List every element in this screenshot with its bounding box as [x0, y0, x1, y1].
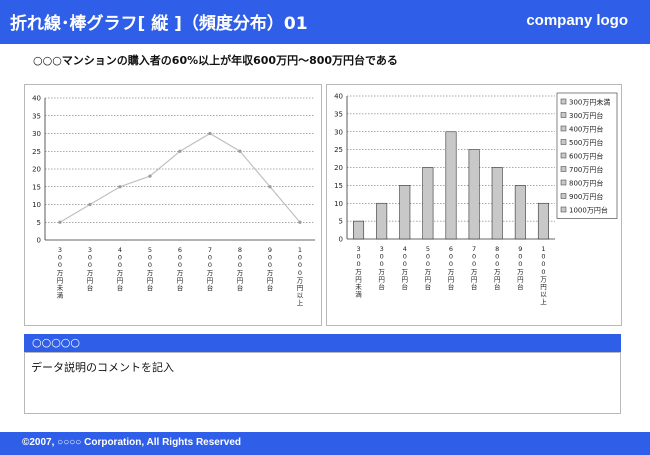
page-title: 折れ線･棒グラフ[ 縦 ]（頻度分布）01 [10, 14, 308, 34]
bar-legend-label: 700万円台 [569, 165, 603, 174]
line-x-tick-label: 9 0 0 万円台 [267, 246, 274, 292]
line-y-tick-label: 10 [32, 201, 41, 209]
line-point [148, 174, 152, 178]
line-y-tick-label: 5 [37, 219, 41, 227]
bar-x-tick-label: 1 0 0 0 万円以上 [540, 245, 547, 306]
bar-y-tick-label: 5 [339, 218, 343, 226]
bar-y-tick-label: 20 [334, 164, 343, 172]
bar [445, 131, 457, 240]
bar-x-tick-label: 6 0 0 万円台 [448, 245, 455, 291]
bar-legend-swatch [560, 98, 567, 105]
bar-legend-swatch [560, 166, 567, 172]
bar-legend-swatch [560, 125, 567, 132]
bar-y-tick-label: 25 [334, 146, 343, 154]
bar-legend-label: 800万円台 [569, 179, 603, 188]
bar-chart: 0 5 10 15 20 25 30 35 40 3 0 0 万円未満 3 0 0 万円台 4 0 0 万円台 5 0 0 万円… [334, 92, 618, 306]
bar-x-tick-label: 7 0 0 万円台 [471, 245, 478, 291]
bar-legend-label: 300万円台 [569, 111, 603, 120]
bar-y-tick-label: 10 [334, 200, 343, 208]
line-chart: 0 5 10 15 20 25 30 35 40 3 0 0 万円未満 3 0 0 万円台 4 0 0 万円台 5 0 0 万円… [32, 95, 315, 307]
chart-subtitle: ○○○マンションの購入者の60%以上が年収600万円～800万円台である [33, 54, 398, 67]
line-y-tick-label: 25 [32, 148, 41, 156]
line-x-tick-label: 1 0 0 0 万円以上 [297, 246, 304, 307]
footer-bar: ©2007, ○○○○ Corporation, All Rights Rese… [0, 432, 650, 455]
bar [514, 185, 526, 240]
header-bar: 折れ線･棒グラフ[ 縦 ]（頻度分布）01 company logo [0, 0, 650, 44]
line-y-tick-label: 20 [32, 166, 41, 174]
bar [399, 185, 411, 240]
bar-x-tick-label: 5 0 0 万円台 [425, 245, 432, 291]
line-y-tick-label: 35 [32, 112, 41, 120]
bar-y-tick-label: 40 [334, 93, 343, 101]
bar-legend-label: 1000万円台 [569, 206, 608, 215]
line-chart-panel: 0 5 10 15 20 25 30 35 40 3 0 0 万円未満 3 0 0 万円台 4 0 0 万円台 5 0 0 万円… [24, 84, 322, 326]
bar [376, 202, 388, 240]
bar-legend-label: 600万円台 [569, 152, 603, 161]
bar-x-tick-label: 3 0 0 万円未満 [355, 245, 362, 299]
bar-legend-label: 300万円未満 [569, 98, 610, 107]
line-y-tick-label: 15 [32, 183, 41, 191]
line-y-tick-label: 30 [32, 130, 41, 138]
bar-x-tick-label: 8 0 0 万円台 [494, 245, 501, 291]
bar [491, 167, 503, 240]
bar [468, 149, 480, 240]
bar [353, 220, 365, 240]
line-point [238, 149, 242, 153]
copyright-text: ©2007, ○○○○ Corporation, All Rights Rese… [22, 437, 241, 448]
note-heading: ○○○○○ [24, 334, 621, 352]
line-y-tick-label: 40 [32, 95, 41, 103]
bar-legend-label: 400万円台 [569, 125, 603, 134]
line-point [118, 185, 122, 189]
bar-chart-panel: 0 5 10 15 20 25 30 35 40 3 0 0 万円未満 3 0 0 万円台 4 0 0 万円台 5 0 0 万円… [326, 84, 622, 326]
line-x-tick-label: 8 0 0 万円台 [237, 246, 244, 292]
bar-legend-label: 900万円台 [569, 192, 603, 201]
line-point [298, 220, 302, 224]
line-x-tick-label: 6 0 0 万円台 [177, 246, 184, 292]
bar-y-tick-label: 35 [334, 110, 343, 118]
bar-x-tick-label: 9 0 0 万円台 [517, 245, 524, 291]
line-point [178, 149, 182, 153]
line-x-tick-label: 3 0 0 万円未満 [57, 246, 64, 300]
bar [537, 202, 549, 240]
bar-x-tick-label: 4 0 0 万円台 [402, 245, 409, 291]
bar-x-tick-label: 3 0 0 万円台 [378, 245, 385, 291]
line-point [208, 131, 212, 136]
bar-legend-swatch [560, 152, 567, 159]
line-x-tick-label: 4 0 0 万円台 [117, 246, 124, 292]
note-box[interactable]: データ説明のコメントを記入 [24, 352, 621, 414]
bar-legend-swatch [560, 179, 567, 186]
line-y-tick-label: 0 [37, 237, 41, 245]
note-text: データ説明のコメントを記入 [31, 361, 174, 374]
line-x-tick-label: 3 0 0 万円台 [87, 246, 94, 292]
bar-legend-label: 500万円台 [569, 138, 603, 147]
line-x-tick-label: 5 0 0 万円台 [147, 246, 154, 292]
line-x-tick-label: 7 0 0 万円台 [207, 246, 214, 292]
bar-legend-swatch [560, 206, 567, 213]
line-point [88, 202, 92, 207]
bar-legend-swatch [560, 139, 567, 145]
bar-legend-swatch [560, 112, 567, 118]
bar-y-tick-label: 30 [334, 128, 343, 136]
bar-legend-swatch [560, 193, 567, 199]
company-logo: company logo [526, 12, 628, 29]
bar-y-tick-label: 15 [334, 182, 343, 190]
line-series [59, 132, 301, 223]
line-point [268, 185, 272, 189]
bar [422, 167, 434, 240]
bar-y-tick-label: 0 [339, 236, 343, 244]
bar-legend-box [556, 92, 618, 219]
line-point [58, 220, 62, 224]
